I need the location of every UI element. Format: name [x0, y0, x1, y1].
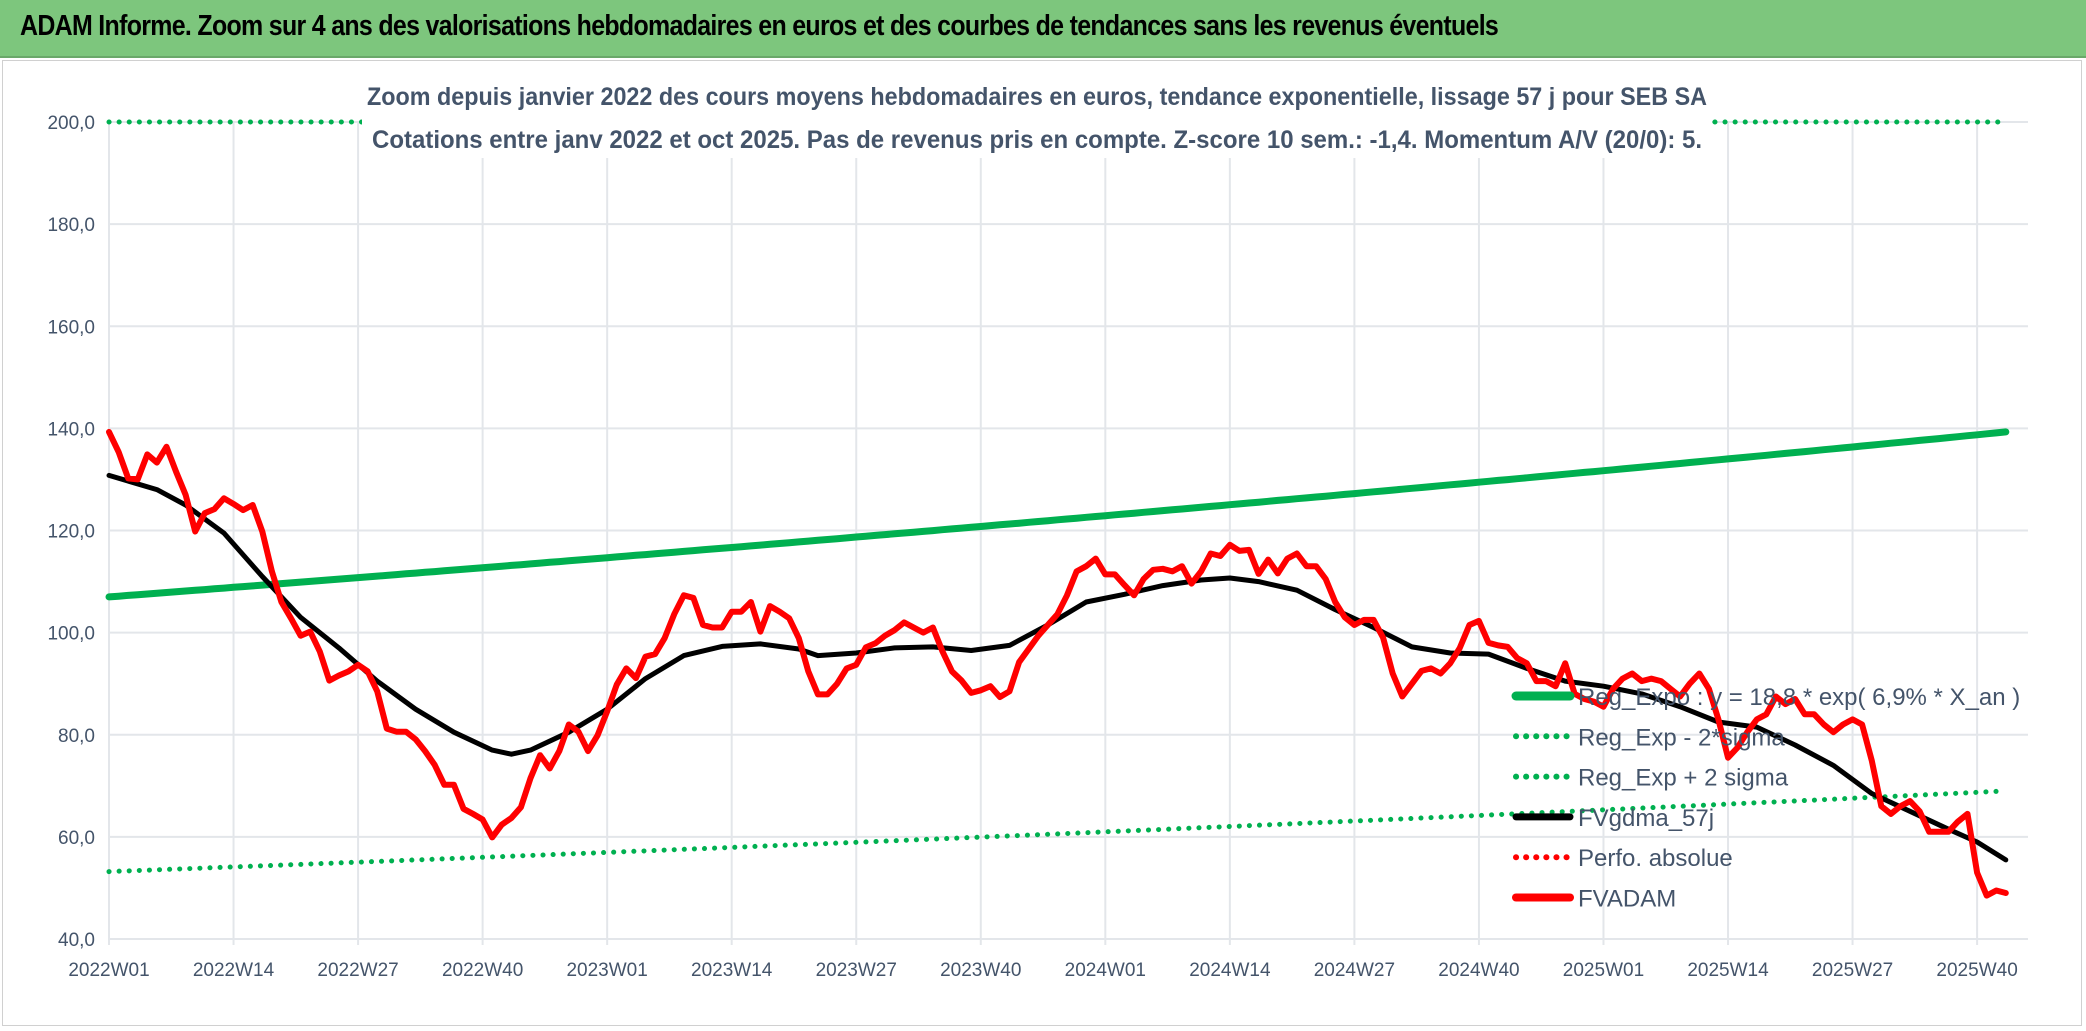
legend-label: FVgdma_57j — [1578, 805, 1714, 832]
legend-item: FVgdma_57j — [1512, 805, 1714, 832]
x-tick-label: 2023W14 — [691, 960, 773, 981]
x-tick-label: 2023W40 — [940, 960, 1021, 981]
y-tick-label: 200,0 — [47, 113, 95, 134]
legend-label: Perfo. absolue — [1578, 845, 1733, 872]
x-tick-label: 2024W27 — [1314, 960, 1395, 981]
series-line-reg-exp — [106, 788, 2009, 875]
y-tick-label: 160,0 — [47, 317, 95, 338]
legend-item: Reg_Expo : y = 18,8 * exp( 6,9% * X_an ) — [1511, 684, 2020, 711]
x-tick-label: 2024W40 — [1438, 960, 1519, 981]
title-background — [362, 68, 1712, 158]
y-tick-label: 140,0 — [47, 419, 95, 440]
x-tick-label: 2025W14 — [1687, 960, 1769, 981]
y-tick-label: 40,0 — [58, 930, 95, 951]
x-tick-label: 2022W40 — [442, 960, 523, 981]
axis-ticks: 40,0 60,0 80,0 100,0 120,0 140,0 160,0 180,0 200… — [47, 113, 2017, 981]
x-tick-label: 2025W27 — [1812, 960, 1893, 981]
legend-label: Reg_Expo : y = 18,8 * exp( 6,9% * X_an ) — [1578, 684, 2020, 711]
y-tick-label: 120,0 — [47, 522, 95, 543]
x-tick-label: 2025W40 — [1936, 960, 2017, 981]
grid — [108, 121, 2028, 945]
legend-item: FVADAM — [1512, 886, 1676, 913]
chart-title: Zoom depuis janvier 2022 des cours moyen… — [367, 83, 1707, 111]
y-tick-label: 100,0 — [47, 624, 95, 645]
x-tick-label: 2023W01 — [566, 960, 647, 981]
x-tick-label: 2022W27 — [317, 960, 398, 981]
chart-frame — [2, 60, 2082, 1026]
chart-subtitle: Cotations entre janv 2022 et oct 2025. P… — [372, 126, 1702, 154]
x-tick-label: 2022W01 — [68, 960, 149, 981]
legend-label: Reg_Exp + 2 sigma — [1578, 765, 1789, 792]
legend-item: Reg_Exp + 2 sigma — [1513, 765, 1789, 792]
y-tick-label: 60,0 — [58, 828, 95, 849]
report-header: ADAM Informe. Zoom sur 4 ans des valoris… — [0, 0, 2086, 58]
legend-item: Perfo. absolue — [1513, 845, 1733, 872]
series-line-reg-expo — [105, 428, 2010, 601]
x-tick-label: 2023W27 — [816, 960, 897, 981]
x-tick-label: 2022W14 — [193, 960, 275, 981]
legend: Reg_Expo : y = 18,8 * exp( 6,9% * X_an )… — [1511, 684, 2020, 913]
series-line-fvadam — [106, 428, 2009, 899]
y-tick-label: 80,0 — [58, 726, 95, 747]
legend-label: FVADAM — [1578, 886, 1676, 913]
report-title: ADAM Informe. Zoom sur 4 ans des valoris… — [20, 10, 1499, 42]
x-tick-label: 2024W01 — [1065, 960, 1146, 981]
x-tick-label: 2024W14 — [1189, 960, 1271, 981]
legend-item: Reg_Exp - 2*sigma — [1513, 724, 1785, 751]
x-tick-label: 2025W01 — [1563, 960, 1644, 981]
legend-label: Reg_Exp - 2*sigma — [1578, 724, 1785, 751]
series-line-fvgdma-57j — [106, 472, 2009, 863]
y-tick-label: 180,0 — [47, 215, 95, 236]
